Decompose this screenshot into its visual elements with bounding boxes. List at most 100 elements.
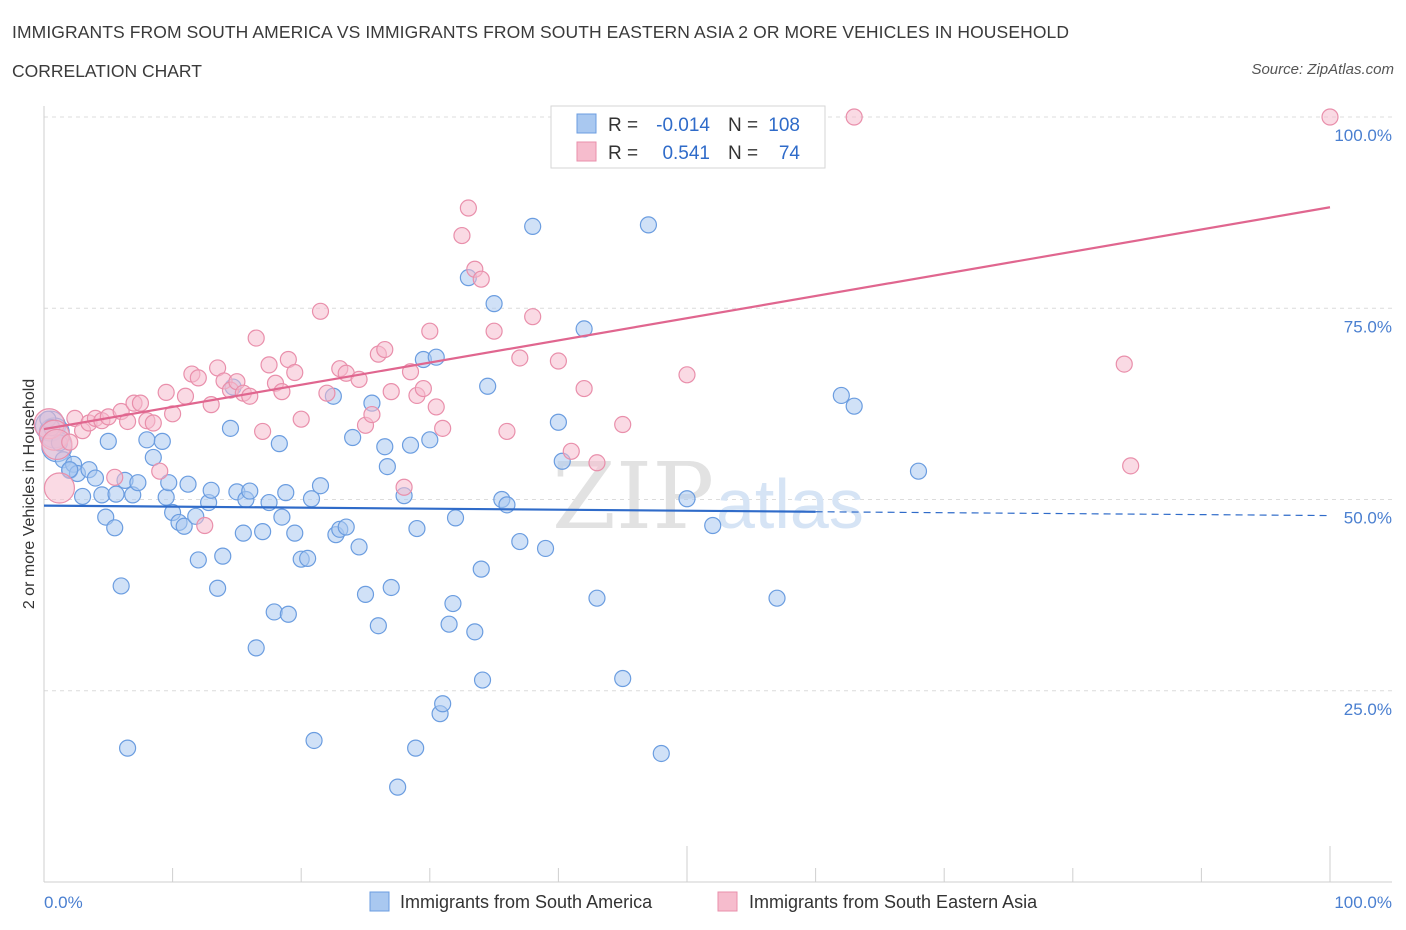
south-america-point bbox=[498, 496, 516, 514]
trend-line-south-america-extension bbox=[815, 511, 1331, 517]
south-eastern-asia-point bbox=[1321, 108, 1339, 126]
south-america-point bbox=[112, 577, 130, 595]
x-tick-labels: 0.0% 100.0% bbox=[44, 893, 1392, 912]
south-america-point bbox=[652, 744, 670, 763]
south-america-point bbox=[279, 605, 297, 623]
south-eastern-asia-point bbox=[382, 383, 400, 401]
south-america-point bbox=[179, 475, 197, 493]
south-america-point bbox=[86, 469, 105, 487]
south-america-point bbox=[286, 524, 304, 542]
south-america-point bbox=[466, 623, 484, 641]
south-eastern-asia-point bbox=[575, 379, 593, 398]
south-america-point bbox=[73, 487, 92, 506]
south-america-point bbox=[344, 428, 362, 447]
south-eastern-asia-point bbox=[678, 366, 696, 384]
stats-pink-swatch bbox=[576, 141, 597, 162]
south-america-point bbox=[588, 589, 606, 607]
south-america-point bbox=[421, 431, 439, 449]
south-america-point bbox=[270, 435, 288, 453]
stats-box: R = -0.014 N = 108 R = 0.541 N = 74 bbox=[550, 105, 826, 169]
south-eastern-asia-point bbox=[614, 415, 632, 434]
south-eastern-asia-point bbox=[363, 405, 381, 424]
south-eastern-asia-point bbox=[176, 387, 195, 405]
south-eastern-asia-point bbox=[286, 363, 304, 382]
south-eastern-asia-point bbox=[1122, 457, 1140, 475]
legend-pink-swatch bbox=[717, 891, 738, 912]
south-america-point bbox=[209, 579, 227, 597]
south-america-point bbox=[369, 617, 387, 635]
stats-n-value-pink: 74 bbox=[779, 143, 801, 164]
south-america-point bbox=[472, 560, 490, 578]
y-axis-label: 2 or more Vehicles in Household bbox=[21, 379, 38, 609]
stats-r-value-blue: -0.014 bbox=[656, 115, 710, 136]
stats-n-label-blue: N = bbox=[728, 115, 758, 136]
south-eastern-asia-point bbox=[549, 352, 568, 370]
south-america-point bbox=[247, 639, 265, 657]
south-eastern-asia-point bbox=[61, 433, 79, 451]
south-america-point bbox=[444, 594, 462, 613]
south-eastern-asia-point bbox=[414, 379, 432, 398]
stats-blue-swatch bbox=[576, 113, 597, 134]
south-america-point bbox=[202, 481, 220, 499]
trend-line-south-eastern-asia bbox=[43, 206, 1331, 431]
south-america-point bbox=[118, 739, 137, 757]
south-eastern-asia-point bbox=[131, 394, 150, 412]
south-america-point bbox=[389, 778, 407, 796]
south-america-point bbox=[639, 216, 658, 234]
south-america-point bbox=[401, 436, 420, 454]
south-america-point bbox=[305, 731, 323, 750]
south-america-point bbox=[350, 538, 368, 556]
south-eastern-asia-point bbox=[311, 302, 330, 320]
south-eastern-asia-point bbox=[292, 410, 310, 428]
south-eastern-asia-point bbox=[241, 387, 259, 405]
x-tick-label: 0.0% bbox=[44, 893, 83, 912]
south-america-point bbox=[273, 508, 291, 526]
south-america-point bbox=[277, 484, 295, 502]
south-america-point bbox=[157, 488, 175, 506]
trend-line-south-america bbox=[43, 504, 816, 513]
south-eastern-asia-point bbox=[421, 322, 439, 340]
south-america-point bbox=[214, 547, 232, 565]
legend: Immigrants from South America Immigrants… bbox=[369, 891, 1038, 912]
south-eastern-asia-point bbox=[498, 422, 516, 441]
south-eastern-asia-point bbox=[189, 369, 207, 387]
south-eastern-asia-point bbox=[427, 398, 445, 416]
south-america-point bbox=[440, 615, 458, 633]
south-eastern-asia-point bbox=[157, 383, 175, 401]
south-america-point bbox=[129, 474, 147, 492]
south-eastern-asia-point bbox=[588, 454, 606, 472]
south-america-point bbox=[311, 477, 330, 495]
south-eastern-asia-point bbox=[511, 349, 529, 367]
south-america-point bbox=[376, 438, 394, 456]
south-america-point bbox=[549, 413, 568, 431]
south-america-point bbox=[832, 386, 850, 405]
south-america-point bbox=[473, 671, 492, 689]
south-america-point bbox=[99, 432, 117, 450]
stats-r-label-pink: R = bbox=[608, 143, 638, 164]
south-america-point bbox=[479, 377, 497, 395]
south-eastern-asia-point bbox=[562, 442, 580, 460]
south-america-point bbox=[356, 585, 375, 603]
y-tick-label: 25.0% bbox=[1344, 700, 1392, 719]
south-eastern-asia-point bbox=[260, 356, 278, 374]
trend-lines bbox=[43, 206, 1331, 517]
south-eastern-asia-point bbox=[376, 340, 394, 359]
south-america-point bbox=[382, 578, 400, 597]
south-eastern-asia-point bbox=[144, 414, 162, 432]
south-america-point bbox=[408, 519, 426, 538]
legend-label-south-eastern-asia: Immigrants from South Eastern Asia bbox=[749, 892, 1038, 912]
south-america-point bbox=[378, 458, 396, 476]
south-eastern-asia-point bbox=[485, 322, 503, 340]
chart-title: IMMIGRANTS FROM SOUTH AMERICA VS IMMIGRA… bbox=[12, 22, 1070, 42]
south-america-point bbox=[446, 509, 465, 527]
chart-subtitle: CORRELATION CHART bbox=[12, 61, 202, 81]
y-tick-labels: 100.0% 75.0% 50.0% 25.0% bbox=[1334, 126, 1392, 719]
south-america-point bbox=[106, 519, 124, 537]
south-america-point bbox=[337, 518, 355, 536]
south-america-point bbox=[265, 603, 283, 621]
south-america-point bbox=[845, 397, 863, 415]
south-eastern-asia-point bbox=[118, 412, 137, 431]
south-america-point bbox=[909, 462, 928, 480]
south-eastern-asia-point bbox=[318, 384, 336, 402]
south-america-point bbox=[144, 448, 162, 467]
